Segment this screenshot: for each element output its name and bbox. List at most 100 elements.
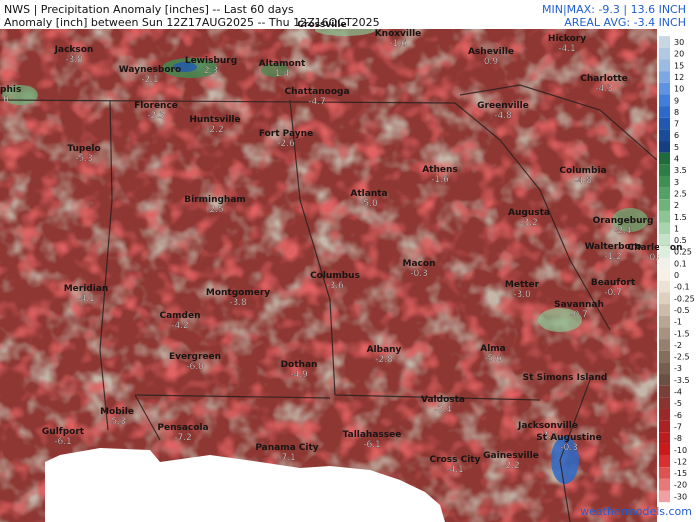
city-value: -2.6 [277,139,295,149]
city-value: 0.9 [484,57,499,67]
city-value: -5.3 [75,154,93,164]
city-value: -4.1 [558,44,576,54]
map-field [0,29,657,522]
legend-label: 6 [674,131,679,140]
legend-label: -15 [674,469,687,478]
legend-label: 7 [674,120,679,129]
legend-swatch [659,315,670,328]
legend-swatch [659,490,670,503]
city-name: Beaufort [591,278,636,288]
legend-label: -12 [674,457,687,466]
city-name: Charleston [628,243,683,253]
city-value: -3.0 [513,290,531,300]
legend-swatch [659,362,670,375]
legend-swatch [659,478,670,491]
legend-swatch [659,385,670,398]
city-name: Columbia [559,166,606,176]
city-value: -7.1 [278,453,296,463]
legend-label: 2 [674,201,679,210]
legend-swatch [659,292,670,305]
legend-label: 15 [674,61,684,70]
legend-swatch [659,129,670,142]
city-name: Albany [367,345,402,355]
legend-swatch [659,280,670,293]
areal-avg: AREAL AVG: -3.4 INCH [564,16,686,29]
legend-swatch [659,467,670,479]
legend-label: 0.25 [674,248,692,257]
legend-swatch [659,397,670,409]
legend-label: 1 [674,224,679,233]
legend-label: 10 [674,85,684,94]
city-name: Altamont [259,59,306,69]
city-value: -3.2 [520,218,538,228]
legend-swatch [659,304,670,316]
city-value: -0.3 [560,443,578,453]
city-name: Macon [403,259,436,269]
city-value: 1.4 [275,69,290,79]
legend-label: 30 [674,38,684,47]
city-value: -4.2 [171,321,189,331]
city-value: -4.3 [595,84,613,94]
legend-label: -5 [674,399,682,408]
legend-label: -7 [674,422,682,431]
legend-label: 0.1 [674,259,687,268]
legend-label: 0 [674,271,679,280]
legend-label: 20 [674,50,684,59]
city-value: -6.1 [54,437,72,447]
city-name: Camden [159,311,200,321]
legend-swatch [659,82,670,95]
city-value: -4.9 [290,370,308,380]
legend-swatch [659,164,670,176]
legend-swatch [659,94,670,107]
city-value: -0.3 [410,269,428,279]
legend-swatch [659,339,670,351]
city-value: 2.3 [204,66,218,76]
legend-swatch [659,47,670,60]
legend-label: 9 [674,96,679,105]
city-value: -1.6 [431,175,449,185]
city-value: -7.2 [174,433,192,443]
legend-swatch [659,420,670,433]
legend-swatch [659,257,670,270]
title: NWS | Precipitation Anomaly [inches] -- … [4,3,294,16]
legend-label: -6 [674,411,682,420]
legend-label: -2 [674,341,682,350]
legend-swatch [659,432,670,444]
city-value: -4.1 [446,465,464,475]
legend-label: -8 [674,434,682,443]
legend-swatch [659,350,670,363]
city-name: Lewisburg [185,56,237,66]
city-value: -4.7 [308,97,326,107]
legend-swatch [659,234,670,246]
city-name: Jackson [54,45,94,55]
city-name: Huntsville [189,115,240,125]
legend-label: -4 [674,388,682,397]
city-value: -0.7 [604,288,622,298]
legend-label: 12 [674,73,684,82]
legend-label: -0.5 [674,306,690,315]
legend-swatch [659,36,670,48]
legend-label: 1.5 [674,213,687,222]
city-name: Waynesboro [119,65,181,75]
legend-swatch [659,187,670,200]
city-value: -0.8 [646,253,664,263]
city-value: -3.1 [539,431,557,441]
legend-swatch [659,141,670,153]
city-name: Birmingham [184,195,246,205]
legend-swatch [659,455,670,468]
legend-label: -0.1 [674,283,690,292]
city-value: -4.8 [494,111,512,121]
legend-swatch [659,408,670,421]
city-name: St Augustine [536,433,601,443]
city-name: Fort Payne [259,129,313,139]
city-value: -5.0 [360,199,378,209]
legend-label: -3.5 [674,376,690,385]
legend-label: -3 [674,364,682,373]
city-name: Orangeburg [593,216,654,226]
city-value: -3.8 [65,55,83,65]
city-name: mphis [0,85,21,95]
city-value: -4.8 [574,176,592,186]
city-value: -2.4 [614,226,632,236]
legend-label: 4 [674,155,679,164]
